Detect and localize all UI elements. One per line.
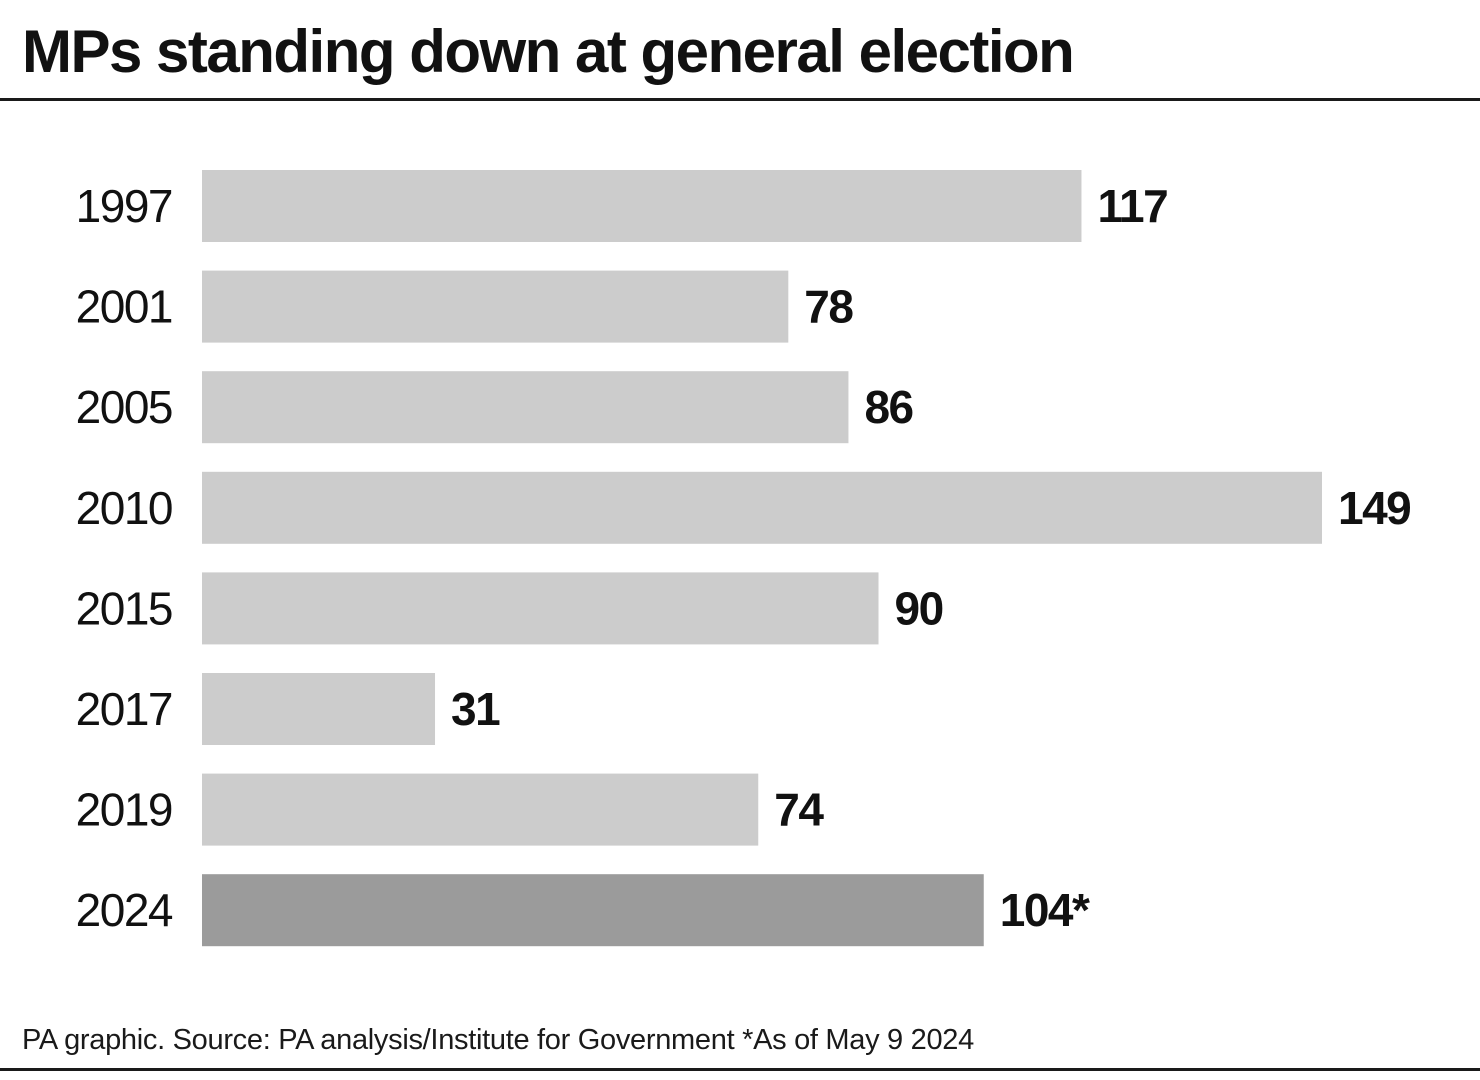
source-note: PA graphic. Source: PA analysis/Institut… bbox=[22, 1024, 974, 1056]
bar-2001 bbox=[202, 270, 789, 343]
chart-title: MPs standing down at general election bbox=[22, 18, 1075, 85]
footer-divider bbox=[0, 1068, 1480, 1071]
bar-chart: 1997 117 2001 78 2005 86 2010 149 2015 90 2017 31 20… bbox=[76, 170, 1412, 947]
bar-2019 bbox=[202, 773, 759, 846]
value-label-2001: 78 bbox=[804, 281, 853, 333]
category-label-2005: 2005 bbox=[76, 381, 172, 433]
category-label-2001: 2001 bbox=[76, 281, 172, 333]
bar-2017 bbox=[202, 673, 436, 745]
bar-2010 bbox=[202, 471, 1322, 544]
bar-2015 bbox=[202, 572, 879, 645]
value-label-2017: 31 bbox=[451, 683, 500, 735]
category-label-2019: 2019 bbox=[76, 784, 172, 836]
value-label-2015: 90 bbox=[895, 582, 943, 634]
bar-2024 bbox=[202, 874, 984, 947]
value-label-2010: 149 bbox=[1338, 482, 1410, 534]
category-label-2024: 2024 bbox=[76, 884, 173, 936]
value-label-2024: 104* bbox=[1000, 884, 1090, 936]
value-label-2005: 86 bbox=[864, 381, 912, 433]
category-label-2015: 2015 bbox=[76, 582, 172, 634]
bar-2005 bbox=[202, 371, 849, 444]
category-label-1997: 1997 bbox=[76, 180, 172, 232]
category-label-2010: 2010 bbox=[76, 482, 172, 534]
category-label-2017: 2017 bbox=[76, 683, 172, 735]
value-label-2019: 74 bbox=[774, 784, 824, 836]
value-label-1997: 117 bbox=[1097, 180, 1167, 232]
bar-1997 bbox=[202, 170, 1082, 242]
title-divider bbox=[0, 98, 1480, 101]
